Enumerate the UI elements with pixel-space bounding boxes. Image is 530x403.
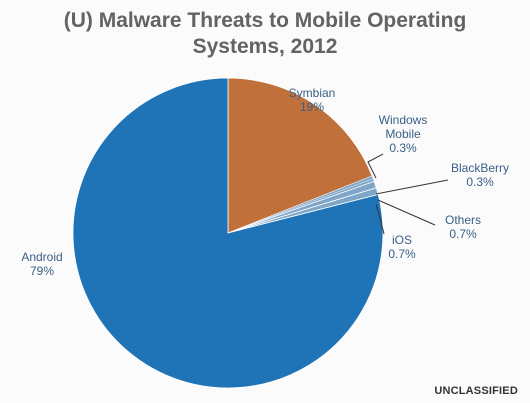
slice-category-blackberry: BlackBerry [451, 161, 509, 175]
slice-label-blackberry: BlackBerry 0.3% [451, 161, 509, 189]
slice-value-symbian: 19% [300, 100, 324, 114]
pie-slice-symbian [227, 77, 373, 234]
pie-slice-android [72, 77, 384, 389]
slice-category-android: Android [21, 250, 62, 264]
leader-line-blackberry [375, 179, 449, 195]
leader-line-windows-mobile [367, 153, 384, 179]
slice-category-windows-mobile: Mobile [385, 127, 421, 141]
slice-label-android: Android 79% [21, 250, 62, 278]
slice-category-others: Others [445, 213, 481, 227]
slice-value-others: 0.7% [449, 227, 477, 241]
slice-value-ios: 0.7% [388, 247, 416, 261]
slice-label-symbian: Symbian 19% [289, 86, 336, 114]
leader-lines [367, 153, 449, 235]
slice-labels: Symbian 19%Windows Mobile 0.3%BlackBerry 0.3… [21, 86, 509, 278]
pie-slices [72, 77, 384, 389]
slice-label-others: Others 0.7% [445, 213, 481, 241]
slice-category-symbian: Symbian [289, 86, 336, 100]
chart-title-line-2: Systems, 2012 [192, 35, 338, 58]
chart-title-line-1: (U) Malware Threats to Mobile Operating [63, 9, 467, 32]
slice-value-windows-mobile: 0.3% [389, 141, 417, 155]
slice-category-ios: iOS [392, 233, 412, 247]
slice-value-blackberry: 0.3% [466, 175, 494, 189]
slice-category-windows-mobile: Windows [379, 113, 428, 127]
slice-label-ios: iOS 0.7% [388, 233, 416, 261]
slice-value-android: 79% [30, 264, 54, 278]
leader-line-ios [375, 203, 385, 235]
slice-label-windows-mobile: Windows Mobile 0.3% [379, 113, 428, 155]
classification-footer: UNCLASSIFIED [434, 385, 518, 397]
leader-line-others [377, 199, 436, 226]
